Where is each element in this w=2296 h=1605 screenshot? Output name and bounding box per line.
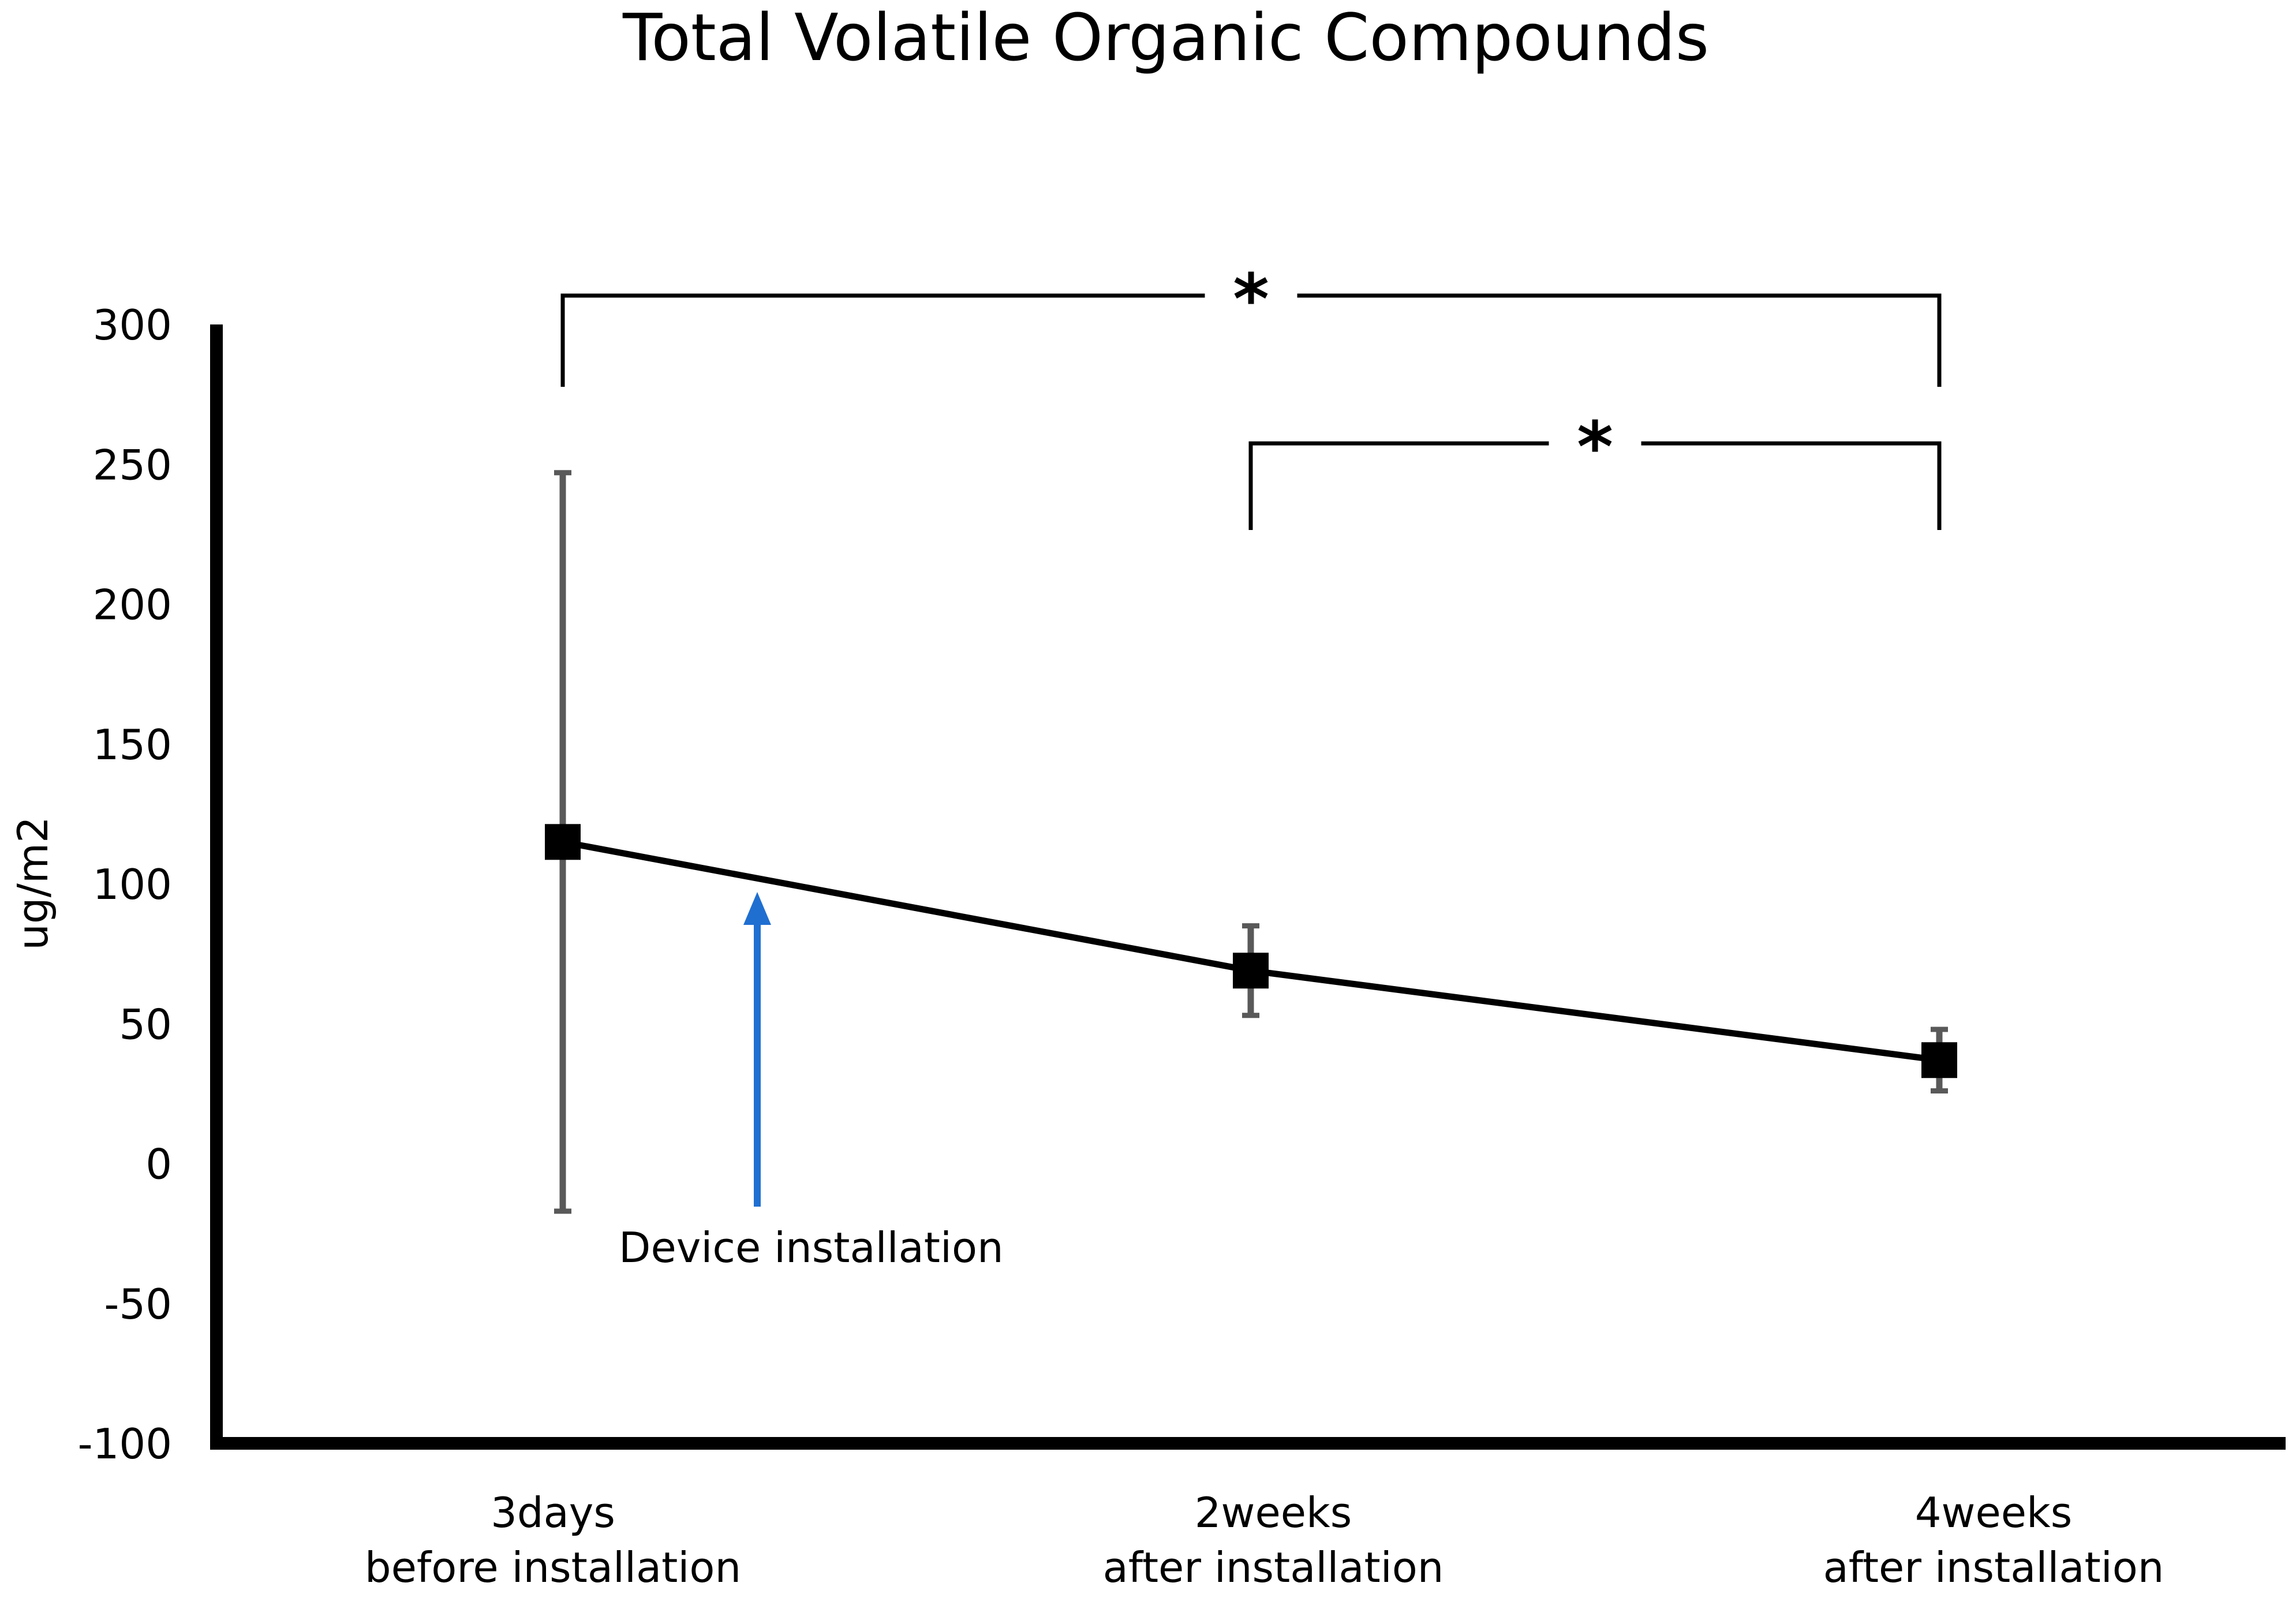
x-tick-label: after installation xyxy=(1103,1543,1444,1592)
y-tick-label: -50 xyxy=(104,1280,172,1328)
annotation-label: Device installation xyxy=(619,1223,1004,1272)
y-tick-label: 200 xyxy=(93,581,172,629)
chart-title: Total Volatile Organic Compounds xyxy=(622,1,1709,76)
x-tick-label: 3days xyxy=(491,1488,615,1537)
data-point xyxy=(1233,953,1269,989)
significance-star: * xyxy=(1233,260,1269,340)
y-tick-label: 0 xyxy=(145,1140,172,1189)
y-tick-label: 300 xyxy=(93,301,172,349)
y-axis-label: ug/m2 xyxy=(9,816,57,950)
significance-bracket xyxy=(1248,441,1549,530)
data-point xyxy=(545,824,581,860)
y-tick-label: 150 xyxy=(93,721,172,769)
x-tick-label: before installation xyxy=(365,1543,741,1592)
significance-bracket xyxy=(560,293,1205,387)
y-tick-label: 100 xyxy=(93,860,172,909)
significance-bracket xyxy=(1297,293,1942,387)
x-tick-label: after installation xyxy=(1823,1543,2164,1592)
x-tick-label: 4weeks xyxy=(1915,1488,2073,1537)
annotation-arrowhead xyxy=(743,892,771,925)
data-point xyxy=(1921,1042,1957,1078)
y-tick-label: 250 xyxy=(93,441,172,489)
significance-star: * xyxy=(1577,408,1613,488)
significance-bracket xyxy=(1641,441,1942,530)
y-tick-label: 50 xyxy=(119,1000,172,1048)
x-tick-label: 2weeks xyxy=(1195,1488,1352,1537)
y-tick-label: -100 xyxy=(78,1420,172,1468)
